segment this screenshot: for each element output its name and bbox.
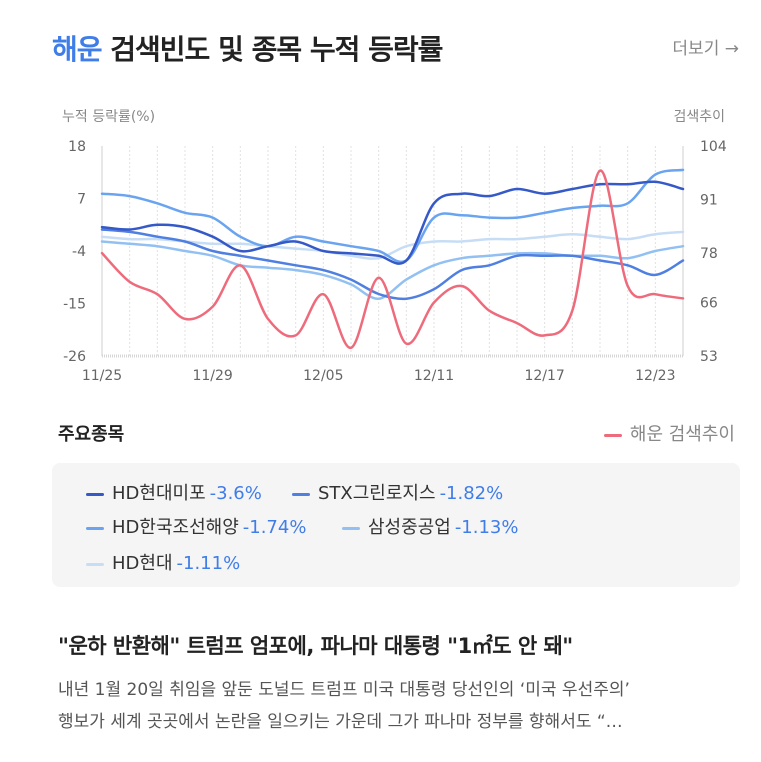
stock-name: HD현대 [112,553,173,574]
stock-swatch [292,492,310,496]
series-line-1 [100,180,685,265]
stock-item[interactable]: STX그린로지스 -1.82% [292,479,503,505]
x-tick-label: 11/29 [192,368,232,384]
news-body[interactable]: 내년 1월 20일 취임을 앞둔 도널드 트럼프 미국 대통령 당선인의 ‘미국… [58,674,738,738]
x-tick-label: 12/11 [414,368,454,384]
x-tick-label: 12/05 [303,368,343,384]
page-title: 해운 검색빈도 및 종목 누적 등락률 [52,28,443,68]
news-line: 행보가 세계 곳곳에서 논란을 일으키는 가운데 그가 파나마 정부를 향해서도… [58,712,623,732]
stock-change: -1.82% [439,483,504,504]
stock-item[interactable]: HD한국조선해양 -1.74% [86,513,306,539]
news-title[interactable]: "운하 반환해" 트럼프 엄포에, 파나마 대통령 "1㎡도 안 돼" [58,634,573,658]
stock-name: STX그린로지스 [318,483,436,504]
line-chart: 18 7 -4 -15 -26 104 91 78 66 53 11/25 11/29 12/05 12/… [63,139,727,384]
stock-swatch [86,526,104,530]
search-legend-swatch [603,433,622,437]
more-link[interactable]: 더보기 → [672,39,739,59]
stock-name: HD현대미포 [112,483,206,504]
y-left-tick-label: 18 [68,139,86,155]
series-line-3 [100,168,685,264]
stock-swatch [342,526,360,530]
stocks-box: HD현대미포 -3.6% STX그린로지스 -1.82% HD한국조선해양 -1.74… [52,463,740,587]
y-right-tick-label: 104 [700,139,727,155]
stock-change: -1.13% [454,517,519,538]
y-right-tick-label: 78 [700,246,718,262]
y-right-tick-label: 66 [700,295,718,311]
y-left-tick-label: -15 [63,297,86,313]
stock-change: -1.11% [176,553,241,574]
series-line-4 [100,240,685,300]
x-tick-label: 12/17 [524,368,564,384]
header: 해운 검색빈도 및 종목 누적 등락률 더보기 → [52,24,739,68]
stock-name: HD한국조선해양 [112,517,239,538]
stock-name: 삼성중공업 [368,517,451,538]
y-right-tick-label: 91 [700,193,718,209]
y-left-tick-label: -4 [72,244,86,260]
y-left-tick-label: -26 [63,349,86,365]
news-line: 내년 1월 20일 취임을 앞둔 도널드 트럼프 미국 대통령 당선인의 ‘미국… [58,680,630,700]
stocks-title: 주요종목 [58,424,125,445]
search-legend-label: 해운 검색추이 [629,424,735,445]
search-trend-line [100,169,685,350]
stock-swatch [86,492,104,496]
y-right-tick-label: 53 [700,349,718,365]
y-right-axis-label: 검색추이 [673,109,725,125]
stock-swatch [86,562,104,566]
title-rest: 검색빈도 및 종목 누적 등락률 [110,33,443,66]
x-tick-label: 11/25 [82,368,122,384]
x-tick-label: 12/23 [635,368,675,384]
stock-change: -3.6% [209,483,262,504]
stock-item[interactable]: 삼성중공업 -1.13% [342,513,519,539]
search-legend: 해운 검색추이 [603,420,735,446]
title-keyword: 해운 [52,33,103,66]
series-line-2 [100,228,685,301]
stock-item[interactable]: HD현대미포 -3.6% [86,479,262,505]
y-left-tick-label: 7 [77,192,86,208]
stock-change: -1.74% [242,517,307,538]
y-left-axis-label: 누적 등락률(%) [62,109,156,125]
stock-item[interactable]: HD현대 -1.11% [86,549,240,575]
